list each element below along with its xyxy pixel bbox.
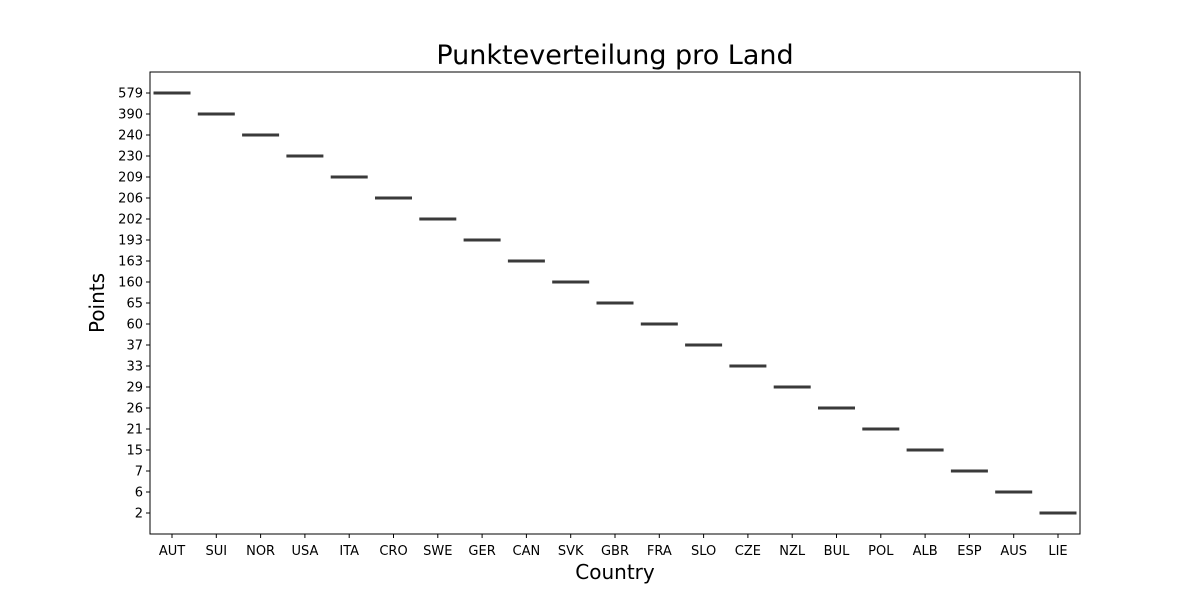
box-series — [153, 91, 1077, 515]
y-tick-label: 65 — [126, 297, 143, 312]
y-tick-label: 33 — [126, 360, 143, 375]
x-tick-label: GER — [468, 544, 495, 559]
x-axis: AUT SUI NOR USA ITA CRO SWE GER CAN SVK GBR FRA SLO C… — [159, 534, 1068, 559]
y-tick-label: 15 — [126, 444, 143, 459]
x-tick-label: SUI — [205, 544, 227, 559]
y-tick-label: 209 — [118, 171, 143, 186]
y-tick-label: 60 — [126, 318, 143, 333]
y-tick-label: 21 — [126, 423, 143, 438]
y-tick-label: 37 — [126, 339, 143, 354]
x-tick-label: FRA — [647, 544, 672, 559]
y-tick-label: 579 — [118, 87, 143, 102]
x-tick-label: AUT — [159, 544, 185, 559]
x-axis-label: Country — [575, 560, 655, 584]
y-axis: 579 390 240 230 209 206 202 193 163 160 65 60 37 33 29… — [118, 87, 150, 522]
x-tick-label: GBR — [601, 544, 629, 559]
x-tick-label: NZL — [779, 544, 806, 559]
y-tick-label: 160 — [118, 276, 143, 291]
y-tick-label: 193 — [118, 234, 143, 249]
x-tick-label: ITA — [339, 544, 359, 559]
y-tick-label: 202 — [118, 213, 143, 228]
x-tick-label: ALB — [913, 544, 938, 559]
x-tick-label: CAN — [513, 544, 541, 559]
x-tick-label: CRO — [379, 544, 407, 559]
x-tick-label: SVK — [558, 544, 584, 559]
y-tick-label: 163 — [118, 255, 143, 270]
y-tick-label: 7 — [135, 465, 143, 480]
y-tick-label: 6 — [135, 486, 143, 501]
x-tick-label: CZE — [735, 544, 761, 559]
x-tick-label: USA — [291, 544, 318, 559]
chart-title: Punkteverteilung pro Land — [436, 40, 793, 71]
x-tick-label: SWE — [423, 544, 452, 559]
y-tick-label: 29 — [126, 381, 143, 396]
y-tick-label: 26 — [126, 402, 143, 417]
y-tick-label: 390 — [118, 108, 143, 123]
x-tick-label: LIE — [1048, 544, 1067, 559]
y-tick-label: 2 — [135, 507, 143, 522]
x-tick-label: ESP — [957, 544, 981, 559]
y-tick-label: 230 — [118, 150, 143, 165]
y-tick-label: 206 — [118, 192, 143, 207]
x-tick-label: AUS — [1000, 544, 1027, 559]
x-tick-label: NOR — [246, 544, 275, 559]
x-tick-label: BUL — [824, 544, 850, 559]
y-axis-label: Points — [85, 273, 109, 333]
y-tick-label: 240 — [118, 129, 143, 144]
x-tick-label: SLO — [691, 544, 716, 559]
x-tick-label: POL — [868, 544, 894, 559]
